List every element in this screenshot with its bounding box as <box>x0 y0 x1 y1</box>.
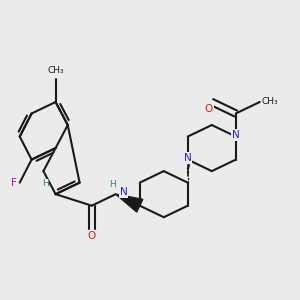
Text: H: H <box>109 180 116 189</box>
Text: O: O <box>88 231 96 241</box>
Text: CH₃: CH₃ <box>262 98 278 106</box>
Text: O: O <box>204 104 213 114</box>
Text: H: H <box>42 179 49 188</box>
Polygon shape <box>116 194 143 212</box>
Text: N: N <box>232 130 240 140</box>
Text: N: N <box>184 153 192 163</box>
Text: CH₃: CH₃ <box>47 66 64 75</box>
Text: N: N <box>120 187 128 197</box>
Text: F: F <box>11 178 17 188</box>
